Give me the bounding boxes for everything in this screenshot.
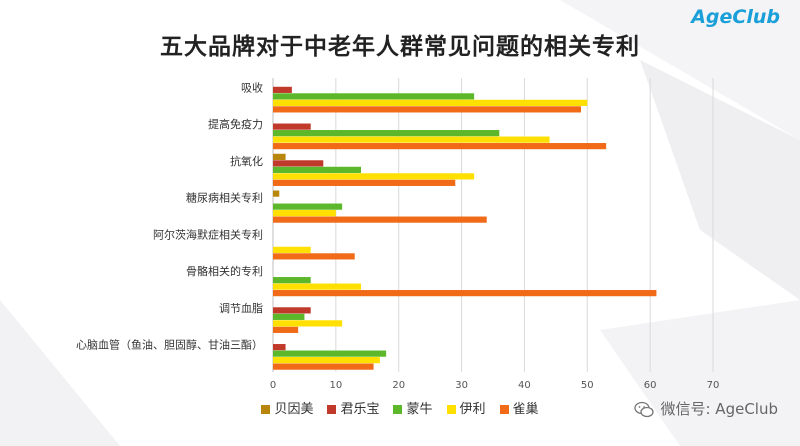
wechat-icon [634,401,655,417]
bar-蒙牛-1 [273,130,500,137]
chart-legend: 贝因美 君乐宝 蒙牛 伊利 雀巢 [0,398,800,417]
bar-雀巢-2 [273,179,456,186]
legend-item-3: 伊利 [446,398,486,417]
bar-蒙牛-2 [273,166,361,173]
legend-swatch-4 [499,405,509,414]
bar-伊利-3 [273,210,336,217]
legend-label-2: 蒙牛 [406,402,433,417]
bar-雀巢-6 [273,326,299,333]
bar-伊利-5 [273,283,361,290]
category-label-7: 心脑血管（鱼油、胆固醇、甘油三酯） [76,338,263,352]
bar-伊利-2 [273,173,475,180]
legend-swatch-0 [261,405,271,414]
bar-伊利-4 [273,246,311,253]
legend-swatch-1 [327,405,337,414]
x-tick-label-10: 10 [329,380,342,391]
bar-雀巢-7 [273,363,374,370]
bar-君乐宝-0 [273,86,292,93]
legend-item-4: 雀巢 [499,398,539,417]
bar-雀巢-3 [273,216,487,223]
legend-label-3: 伊利 [459,402,486,417]
bar-蒙牛-3 [273,203,343,210]
wechat-watermark: 微信号: AgeClub [634,398,778,419]
x-tick-label-60: 60 [644,380,657,391]
bar-雀巢-0 [273,106,581,113]
x-tick-label-50: 50 [581,380,594,391]
x-tick-label-30: 30 [455,380,468,391]
x-tick-label-70: 70 [707,380,720,391]
wechat-id-text: 微信号: AgeClub [660,400,778,418]
bar-贝因美-2 [273,153,286,160]
category-label-4: 阿尔茨海默症相关专利 [153,227,263,241]
category-label-1: 提高免疫力 [208,117,263,131]
x-tick-label-0: 0 [270,380,276,391]
category-label-0: 吸收 [241,80,263,94]
bar-伊利-1 [273,136,550,143]
bar-伊利-0 [273,99,588,106]
category-label-6: 调节血脂 [219,301,263,315]
bar-蒙牛-5 [273,277,311,284]
bar-雀巢-1 [273,143,607,150]
legend-item-0: 贝因美 [261,398,313,417]
ageclub-logo: AgeClub [691,6,780,28]
legend-item-1: 君乐宝 [327,398,379,417]
category-label-3: 糖尿病相关专利 [186,191,263,205]
legend-item-2: 蒙牛 [393,398,433,417]
bar-伊利-7 [273,357,380,364]
legend-label-4: 雀巢 [512,402,539,417]
bar-雀巢-4 [273,253,355,260]
category-label-5: 骨骼相关的专利 [186,264,263,278]
bar-君乐宝-2 [273,160,324,167]
x-tick-label-20: 20 [392,380,405,391]
category-label-2: 抗氧化 [230,154,263,168]
bar-伊利-6 [273,320,343,327]
bar-贝因美-3 [273,190,280,197]
bar-君乐宝-7 [273,344,286,351]
bar-蒙牛-6 [273,313,305,320]
bar-蒙牛-7 [273,350,387,357]
legend-swatch-2 [393,405,403,414]
bar-君乐宝-1 [273,123,311,130]
bar-蒙牛-0 [273,93,475,100]
bar-君乐宝-6 [273,307,311,314]
legend-swatch-3 [446,405,456,414]
page-title: 五大品牌对于中老年人群常见问题的相关专利 [160,34,640,60]
legend-label-0: 贝因美 [274,402,314,417]
x-tick-label-40: 40 [518,380,531,391]
bar-雀巢-5 [273,290,657,297]
legend-label-1: 君乐宝 [340,402,380,417]
